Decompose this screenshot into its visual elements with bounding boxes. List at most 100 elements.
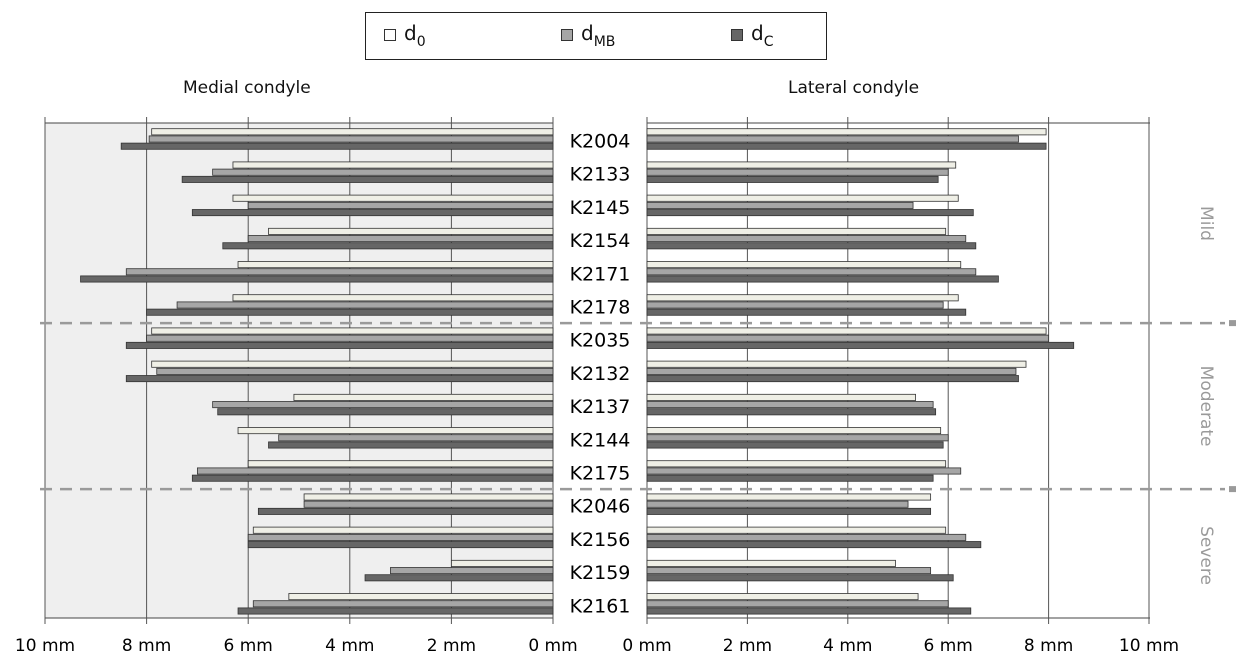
medial-bar-dMB (278, 434, 554, 442)
lateral-tick-label: 6 mm (924, 636, 973, 656)
group-separator-end (1229, 486, 1236, 493)
legend-swatch-dc (731, 28, 743, 41)
lateral-bar-dC (646, 574, 954, 582)
legend-swatch-dmb (561, 28, 573, 41)
legend-sub-d0: 0 (416, 34, 426, 50)
lateral-bar-dC (646, 441, 944, 449)
group-label-moderate: Moderate (1196, 366, 1216, 447)
medial-bar-dMB (196, 467, 554, 475)
category-label: K2161 (570, 595, 631, 617)
medial-bar-dMB (303, 500, 554, 508)
medial-bar-dMB (212, 168, 554, 176)
lateral-bar-d0 (646, 128, 1047, 136)
legend-label-dmb: d (581, 21, 594, 45)
medial-tick-label: 4 mm (325, 636, 374, 656)
lateral-bar-dMB (646, 168, 949, 176)
medial-bar-dC (191, 474, 554, 482)
category-label: K2175 (570, 463, 631, 485)
medial-bar-dC (257, 507, 554, 515)
lateral-bar-d0 (646, 360, 1027, 368)
medial-panel-title: Medial condyle (183, 78, 311, 98)
category-label: K2171 (570, 263, 631, 285)
lateral-bar-dMB (646, 533, 967, 541)
medial-bar-d0 (151, 360, 554, 368)
group-label-severe: Severe (1196, 526, 1216, 585)
medial-tick-label: 6 mm (224, 636, 273, 656)
medial-bar-dMB (148, 135, 554, 143)
medial-bar-dMB (247, 235, 554, 243)
medial-bar-d0 (303, 493, 554, 501)
legend-swatch-d0 (384, 28, 396, 41)
medial-bar-dC (222, 242, 554, 250)
lateral-bar-dC (646, 408, 937, 416)
medial-bar-d0 (232, 294, 554, 302)
category-label: K2004 (570, 131, 631, 153)
medial-bar-dC (125, 375, 554, 383)
category-label: K2154 (570, 230, 631, 252)
category-label: K2137 (570, 396, 631, 418)
group-separator-end (1229, 320, 1236, 327)
legend-item-dc: dC (731, 21, 773, 50)
medial-bar-dC (125, 341, 554, 349)
lateral-bar-dMB (646, 301, 944, 309)
lateral-bar-d0 (646, 393, 916, 401)
medial-bar-d0 (268, 227, 554, 235)
lateral-bar-d0 (646, 227, 947, 235)
lateral-bar-dC (646, 375, 1019, 383)
medial-bar-d0 (232, 194, 554, 202)
medial-tick-label: 2 mm (427, 636, 476, 656)
medial-bar-dMB (146, 334, 554, 342)
medial-bar-dMB (247, 533, 554, 541)
medial-bar-dC (80, 275, 554, 283)
category-label: K2046 (570, 496, 631, 518)
lateral-bar-dC (646, 308, 967, 316)
lateral-bar-d0 (646, 194, 959, 202)
medial-bar-dC (247, 541, 554, 549)
medial-tick-label: 10 mm (15, 636, 75, 656)
lateral-tick-label: 0 mm (622, 636, 671, 656)
lateral-bar-dC (646, 607, 972, 615)
category-label: K2178 (570, 297, 631, 319)
lateral-bar-dC (646, 507, 932, 515)
lateral-bar-d0 (646, 327, 1047, 335)
lateral-bar-dMB (646, 235, 967, 243)
lateral-bar-dC (646, 541, 982, 549)
lateral-bar-d0 (646, 559, 896, 567)
legend-sub-dmb: MB (593, 34, 616, 50)
category-label: K2145 (570, 197, 631, 219)
category-label: K2132 (570, 363, 631, 385)
medial-bar-dMB (247, 201, 554, 209)
lateral-tick-label: 10 mm (1119, 636, 1179, 656)
category-label: K2159 (570, 562, 631, 584)
medial-bar-dMB (125, 268, 554, 276)
lateral-bar-dMB (646, 434, 949, 442)
medial-bar-dC (146, 308, 554, 316)
lateral-bar-d0 (646, 294, 959, 302)
lateral-bar-d0 (646, 427, 942, 435)
medial-bar-d0 (247, 460, 554, 468)
medial-bar-dC (181, 175, 554, 183)
lateral-bar-dMB (646, 201, 914, 209)
lateral-bar-dMB (646, 567, 932, 575)
lateral-bar-dC (646, 175, 939, 183)
legend-label-dc: d (751, 21, 764, 45)
lateral-bar-d0 (646, 161, 957, 169)
lateral-bar-d0 (646, 460, 947, 468)
lateral-bar-d0 (646, 526, 947, 534)
category-label: K2035 (570, 330, 631, 352)
medial-bar-dMB (176, 301, 554, 309)
medial-bar-d0 (450, 559, 554, 567)
medial-bar-d0 (293, 393, 554, 401)
legend-item-dmb: dMB (561, 21, 615, 50)
medial-bar-dC (237, 607, 554, 615)
medial-bar-d0 (151, 327, 554, 335)
medial-bar-dC (217, 408, 554, 416)
lateral-bar-d0 (646, 593, 919, 601)
medial-bar-dC (120, 142, 554, 150)
lateral-tick-label: 2 mm (723, 636, 772, 656)
medial-bar-dC (364, 574, 554, 582)
lateral-bar-dC (646, 142, 1047, 150)
category-label: K2156 (570, 529, 631, 551)
lateral-bar-dC (646, 474, 934, 482)
medial-bar-d0 (237, 427, 554, 435)
